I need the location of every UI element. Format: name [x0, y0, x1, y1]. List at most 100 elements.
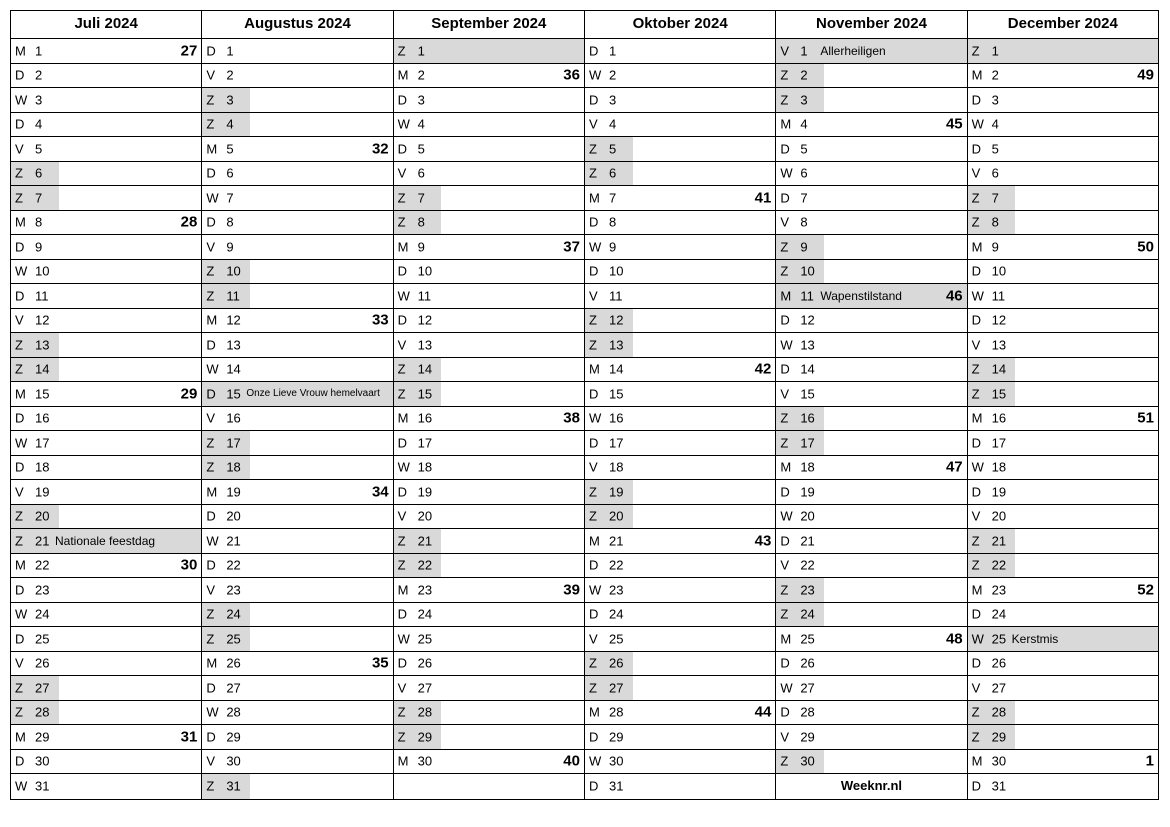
- day-cell: D29: [202, 725, 392, 750]
- day-of-week: M: [589, 362, 600, 377]
- day-number: 9: [800, 239, 807, 254]
- day-number: 17: [226, 435, 240, 450]
- day-cell: D26: [776, 652, 966, 677]
- day-of-week: W: [15, 779, 27, 794]
- day-number: 18: [992, 460, 1006, 475]
- day-of-week: D: [15, 68, 24, 83]
- day-cell: Z3: [202, 88, 392, 113]
- day-cell: W6: [776, 162, 966, 187]
- day-number: 9: [226, 239, 233, 254]
- day-cell: D 24: [968, 603, 1158, 628]
- day-number: 16: [418, 411, 432, 426]
- day-number: 6: [418, 166, 425, 181]
- day-number: 20: [418, 509, 432, 524]
- day-number: 1: [609, 43, 616, 58]
- day-of-week: Z: [398, 533, 406, 548]
- day-cell: V15: [776, 382, 966, 407]
- day-of-week: Z: [780, 264, 788, 279]
- day-cell: Z20: [11, 505, 201, 530]
- day-cell: D18: [11, 456, 201, 481]
- day-number: 18: [226, 460, 240, 475]
- day-cell: Z14: [394, 358, 584, 383]
- day-cell: D3: [968, 88, 1158, 113]
- day-number: 15: [418, 386, 432, 401]
- day-number: 20: [35, 509, 49, 524]
- day-of-week: D: [15, 631, 24, 646]
- day-cell: D21: [776, 529, 966, 554]
- day-of-week: W: [972, 288, 984, 303]
- day-cell: M2635: [202, 652, 392, 677]
- day-cell: V5: [11, 137, 201, 162]
- day-number: 27: [800, 680, 814, 695]
- day-of-week: D: [972, 141, 981, 156]
- week-number: 43: [755, 532, 772, 549]
- day-cell: V22: [776, 554, 966, 579]
- day-of-week: D: [589, 386, 598, 401]
- day-of-week: D: [206, 215, 215, 230]
- day-cell: Z3: [776, 88, 966, 113]
- day-number: 21: [35, 533, 49, 548]
- day-number: 11: [992, 288, 1006, 303]
- day-number: 26: [418, 656, 432, 671]
- day-number: 12: [800, 313, 814, 328]
- day-number: 24: [992, 607, 1006, 622]
- holiday-label: Nationale feestdag: [55, 534, 155, 548]
- week-number: 49: [1137, 67, 1154, 84]
- day-number: 25: [609, 631, 623, 646]
- day-cell: Z9: [776, 235, 966, 260]
- day-cell: Z23: [776, 578, 966, 603]
- holiday-label: Wapenstilstand: [820, 289, 902, 303]
- day-of-week: D: [589, 43, 598, 58]
- day-cell: D14: [776, 358, 966, 383]
- day-cell: Z6: [11, 162, 201, 187]
- day-number: 2: [226, 68, 233, 83]
- week-number: 52: [1137, 581, 1154, 598]
- day-cell: W4: [968, 113, 1158, 138]
- day-cell: V6: [968, 162, 1158, 187]
- day-of-week: Z: [398, 43, 406, 58]
- day-of-week: D: [206, 166, 215, 181]
- day-of-week: Z: [780, 411, 788, 426]
- day-number: 23: [992, 582, 1006, 597]
- day-of-week: Z: [780, 607, 788, 622]
- day-cell: D15Onze Lieve Vrouw hemelvaart: [202, 382, 392, 407]
- day-of-week: V: [398, 166, 407, 181]
- day-cell: W 11: [968, 284, 1158, 309]
- day-number: 11: [226, 288, 240, 303]
- day-number: 6: [35, 166, 42, 181]
- day-number: 26: [992, 656, 1006, 671]
- day-of-week: Z: [206, 92, 214, 107]
- day-cell: V12: [11, 309, 201, 334]
- day-number: 17: [418, 435, 432, 450]
- day-of-week: M: [780, 460, 791, 475]
- day-of-week: Z: [589, 484, 597, 499]
- day-of-week: V: [972, 166, 981, 181]
- day-cell: Z15: [968, 382, 1158, 407]
- day-number: 5: [800, 141, 807, 156]
- day-of-week: D: [206, 729, 215, 744]
- day-cell: W25Kerstmis: [968, 627, 1158, 652]
- day-cell: M2339: [394, 578, 584, 603]
- day-number: 12: [35, 313, 49, 328]
- day-number: 20: [992, 509, 1006, 524]
- day-of-week: W: [15, 607, 27, 622]
- day-cell: V27: [394, 676, 584, 701]
- day-cell: M2230: [11, 554, 201, 579]
- month-header: Oktober 2024: [585, 11, 775, 39]
- day-cell: D22: [585, 554, 775, 579]
- day-cell: Z2: [776, 64, 966, 89]
- day-number: 22: [35, 558, 49, 573]
- day-number: 26: [800, 656, 814, 671]
- day-number: 9: [35, 239, 42, 254]
- day-number: 25: [35, 631, 49, 646]
- day-of-week: D: [398, 92, 407, 107]
- day-cell: D3: [585, 88, 775, 113]
- day-of-week: D: [972, 607, 981, 622]
- day-number: 11: [35, 288, 49, 303]
- day-of-week: Z: [972, 362, 980, 377]
- week-number: 40: [563, 753, 580, 770]
- day-number: 21: [992, 533, 1006, 548]
- day-of-week: Z: [589, 337, 597, 352]
- day-number: 9: [418, 239, 425, 254]
- day-number: 7: [418, 190, 425, 205]
